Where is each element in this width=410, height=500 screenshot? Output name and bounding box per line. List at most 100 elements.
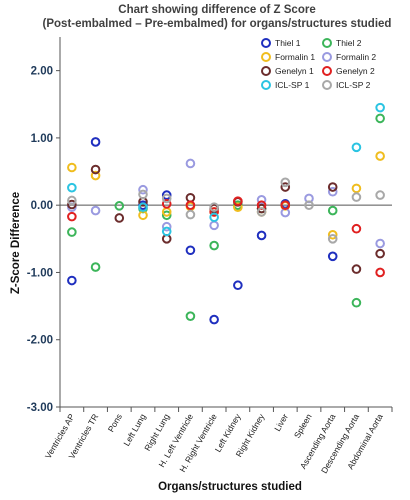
x-tick-label: Pons bbox=[106, 412, 124, 434]
data-point bbox=[67, 199, 77, 210]
data-point bbox=[209, 207, 219, 217]
data-point bbox=[138, 184, 148, 195]
data-point bbox=[209, 240, 219, 251]
data-point bbox=[209, 220, 219, 231]
data-point bbox=[114, 213, 125, 223]
legend-label: Thiel 2 bbox=[336, 38, 362, 48]
data-point bbox=[375, 238, 385, 249]
data-point bbox=[67, 195, 77, 206]
legend-label: Genelyn 2 bbox=[336, 66, 375, 76]
legend-marker bbox=[322, 80, 332, 90]
data-point bbox=[327, 205, 338, 216]
data-point bbox=[209, 212, 219, 223]
data-point bbox=[351, 264, 362, 274]
data-point bbox=[161, 226, 172, 237]
data-point bbox=[161, 199, 172, 209]
legend-label: Formalin 1 bbox=[275, 52, 315, 62]
data-point bbox=[375, 151, 385, 161]
data-point bbox=[351, 183, 362, 194]
x-tick-label: Liver bbox=[272, 412, 290, 433]
data-point bbox=[375, 102, 385, 113]
x-axis-title: Organs/structures studied bbox=[158, 481, 302, 493]
y-tick-label: 2.00 bbox=[31, 66, 53, 78]
legend: Thiel 1 Thiel 2 Formalin 1 Formalin 2 Genely… bbox=[261, 38, 376, 90]
data-point bbox=[327, 182, 338, 192]
legend-label: Genelyn 1 bbox=[275, 66, 314, 76]
legend-marker bbox=[322, 66, 332, 76]
data-points bbox=[67, 102, 385, 325]
data-point bbox=[138, 202, 148, 212]
data-point bbox=[161, 193, 172, 204]
data-point bbox=[161, 210, 172, 221]
data-point bbox=[161, 221, 172, 232]
x-tick-label: Left Lung bbox=[121, 412, 148, 448]
data-point bbox=[327, 186, 338, 197]
data-point bbox=[185, 311, 196, 321]
legend-label: ICL-SP 2 bbox=[336, 80, 371, 90]
legend-marker bbox=[261, 66, 271, 76]
y-tick-label: 1.00 bbox=[31, 133, 53, 145]
data-point bbox=[375, 113, 385, 124]
y-tick-label: -3.00 bbox=[27, 402, 53, 414]
data-point bbox=[351, 192, 362, 202]
data-point bbox=[90, 205, 101, 216]
data-point bbox=[90, 170, 101, 181]
plot-area bbox=[59, 37, 392, 408]
legend-label: Formalin 2 bbox=[336, 52, 376, 62]
x-tick-label: Spleen bbox=[292, 412, 314, 440]
data-point bbox=[185, 209, 196, 220]
data-point bbox=[256, 203, 267, 214]
data-point bbox=[375, 248, 385, 259]
data-point bbox=[185, 200, 196, 210]
data-point bbox=[256, 195, 267, 205]
data-point bbox=[256, 230, 267, 241]
data-point bbox=[67, 211, 77, 222]
y-tick-label: 0.00 bbox=[31, 200, 53, 212]
y-tick-label: -1.00 bbox=[27, 267, 53, 279]
data-point bbox=[327, 251, 338, 262]
legend-marker bbox=[322, 52, 332, 62]
data-point bbox=[233, 202, 243, 212]
legend-marker bbox=[261, 38, 271, 48]
data-point bbox=[351, 142, 362, 153]
data-point bbox=[114, 201, 125, 211]
data-point bbox=[233, 280, 243, 291]
data-point bbox=[90, 262, 101, 272]
y-tick-label: -2.00 bbox=[27, 335, 53, 347]
data-point bbox=[280, 182, 291, 192]
data-point bbox=[90, 164, 101, 175]
data-point bbox=[280, 200, 291, 210]
data-point bbox=[185, 245, 196, 256]
data-point bbox=[138, 189, 148, 200]
legend-marker bbox=[261, 52, 271, 62]
data-point bbox=[90, 137, 101, 147]
chart-title-line2: (Post-embalmed – Pre-embalmed) for organ… bbox=[43, 18, 392, 30]
data-point bbox=[351, 223, 362, 234]
chart-title-line1: Chart showing difference of Z Score bbox=[118, 4, 315, 16]
data-point bbox=[375, 190, 385, 200]
data-point bbox=[327, 229, 338, 240]
legend-label: Thiel 1 bbox=[275, 38, 301, 48]
data-point bbox=[161, 190, 172, 200]
data-point bbox=[185, 158, 196, 169]
data-point bbox=[67, 227, 77, 237]
y-axis-title: Z-Score Difference bbox=[10, 192, 22, 294]
data-point bbox=[327, 234, 338, 244]
data-point bbox=[351, 297, 362, 308]
data-point bbox=[209, 202, 219, 212]
y-axis-ticks: 2.00 1.00 0.00 -1.00 -2.00 -3.00 bbox=[27, 66, 60, 414]
data-point bbox=[67, 162, 77, 173]
data-point bbox=[375, 267, 385, 278]
data-point bbox=[67, 275, 77, 286]
data-point bbox=[256, 207, 267, 217]
legend-label: ICL-SP 1 bbox=[275, 80, 310, 90]
data-point bbox=[209, 314, 219, 325]
data-point bbox=[67, 182, 77, 193]
legend-marker bbox=[261, 80, 271, 90]
data-point bbox=[280, 177, 291, 188]
legend-marker bbox=[322, 38, 332, 48]
data-point bbox=[233, 196, 243, 206]
data-point bbox=[304, 200, 314, 210]
